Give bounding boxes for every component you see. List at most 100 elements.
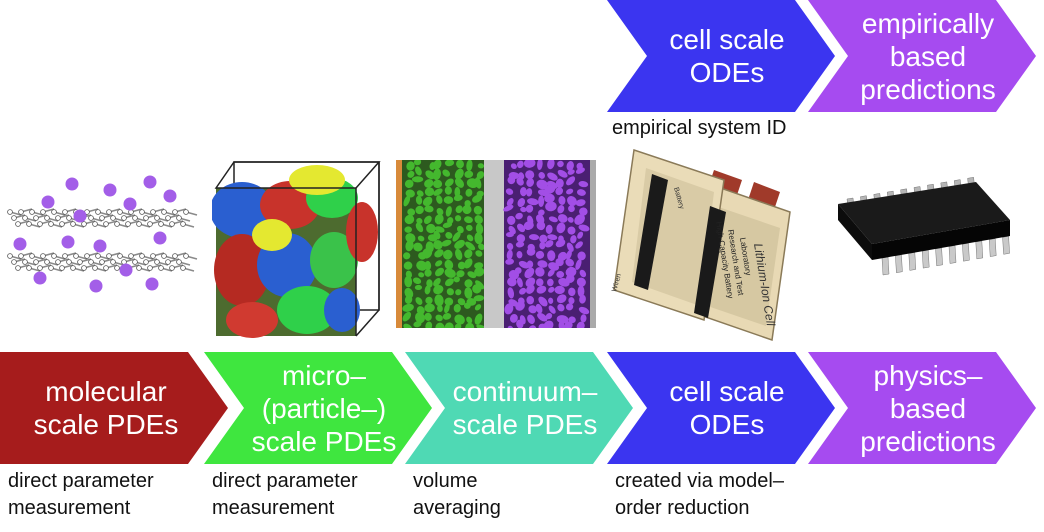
carbon-atom — [117, 209, 123, 215]
particle — [418, 272, 425, 278]
particle — [555, 187, 564, 196]
particle — [277, 286, 337, 334]
carbon-atom — [66, 259, 72, 265]
particle — [578, 306, 590, 315]
carbon-atom — [136, 221, 142, 227]
particle — [516, 177, 524, 186]
particle — [416, 217, 423, 224]
chevron-shape — [808, 0, 1036, 112]
carbon-atom — [33, 259, 39, 265]
current-collector — [590, 160, 596, 328]
particle — [411, 176, 424, 183]
carbon-atom — [37, 265, 43, 271]
carbon-atom — [169, 265, 175, 271]
separator — [484, 160, 504, 328]
particle — [464, 170, 474, 178]
particle — [444, 303, 450, 314]
particle — [442, 222, 453, 228]
particle — [538, 209, 545, 216]
carbon-atom — [55, 259, 61, 265]
particle — [565, 274, 575, 283]
current-collector — [396, 160, 402, 328]
particle — [454, 239, 465, 249]
carbon-atom — [147, 221, 153, 227]
carbon-atom — [11, 259, 17, 265]
chip-pin — [921, 249, 930, 269]
particle — [574, 214, 585, 225]
particle — [462, 204, 472, 215]
particle — [517, 198, 526, 208]
particle — [424, 260, 432, 271]
particle — [423, 215, 432, 225]
particle — [516, 319, 524, 328]
particle — [464, 216, 473, 224]
particle — [454, 323, 462, 328]
particle — [454, 314, 465, 325]
particle — [545, 201, 557, 212]
particle — [405, 189, 415, 198]
carbon-atom — [114, 221, 120, 227]
particle — [577, 285, 585, 298]
particle — [406, 161, 415, 171]
carbon-atom — [176, 259, 182, 265]
particle — [516, 234, 526, 243]
carbon-atom — [59, 221, 65, 227]
particle — [433, 188, 443, 196]
label-line: micro– — [281, 359, 366, 391]
particle — [455, 205, 463, 214]
particle — [504, 303, 514, 315]
particle — [506, 198, 514, 207]
caption-line: direct parameter — [212, 470, 358, 492]
particle — [525, 284, 535, 294]
particle — [567, 226, 576, 235]
chip-body-front — [872, 220, 1010, 260]
carbon-atom — [106, 253, 112, 259]
label-line: predictions — [860, 73, 996, 105]
particle-cube-illustration — [212, 161, 381, 338]
particle — [517, 160, 524, 169]
chevron-shape — [0, 352, 228, 464]
lithium-atom — [89, 279, 103, 293]
particle — [473, 295, 485, 302]
carbon-atom — [88, 215, 94, 221]
chip-pin — [988, 238, 997, 257]
particle — [407, 208, 416, 216]
continuum-caption: volume averaging — [413, 468, 501, 522]
particle — [424, 269, 432, 277]
particle — [514, 267, 522, 274]
particle — [437, 304, 443, 313]
carbon-atom — [51, 209, 57, 215]
particle — [545, 313, 553, 320]
carbon-atom — [139, 209, 145, 215]
particle — [454, 178, 465, 188]
particle — [477, 163, 485, 169]
particle — [538, 296, 548, 307]
carbon-atom — [70, 221, 76, 227]
physics-label: physics– based predictions — [808, 352, 1036, 464]
particle — [424, 187, 435, 197]
graphite-lithium-illustration — [7, 175, 198, 293]
chevron-shape — [607, 0, 835, 112]
chip-pin — [908, 252, 917, 271]
particle — [465, 322, 475, 328]
carbon-atom — [81, 221, 87, 227]
particle — [310, 232, 358, 288]
particle — [464, 279, 473, 288]
particle — [445, 206, 452, 217]
label-line: physics– — [873, 359, 983, 391]
particle — [424, 312, 432, 321]
carbon-atom — [62, 253, 68, 259]
lithium-atom — [143, 175, 157, 189]
particle — [403, 261, 413, 270]
particle — [417, 235, 425, 242]
carbon-atom — [81, 265, 87, 271]
particle — [523, 221, 534, 230]
carbon-atom — [15, 221, 21, 227]
particle — [548, 216, 558, 223]
carbon-atom — [51, 253, 57, 259]
particle — [403, 252, 411, 260]
carbon-atom — [40, 209, 46, 215]
lithium-atom — [123, 197, 137, 211]
carbon-atom — [33, 215, 39, 221]
particle — [474, 215, 483, 224]
